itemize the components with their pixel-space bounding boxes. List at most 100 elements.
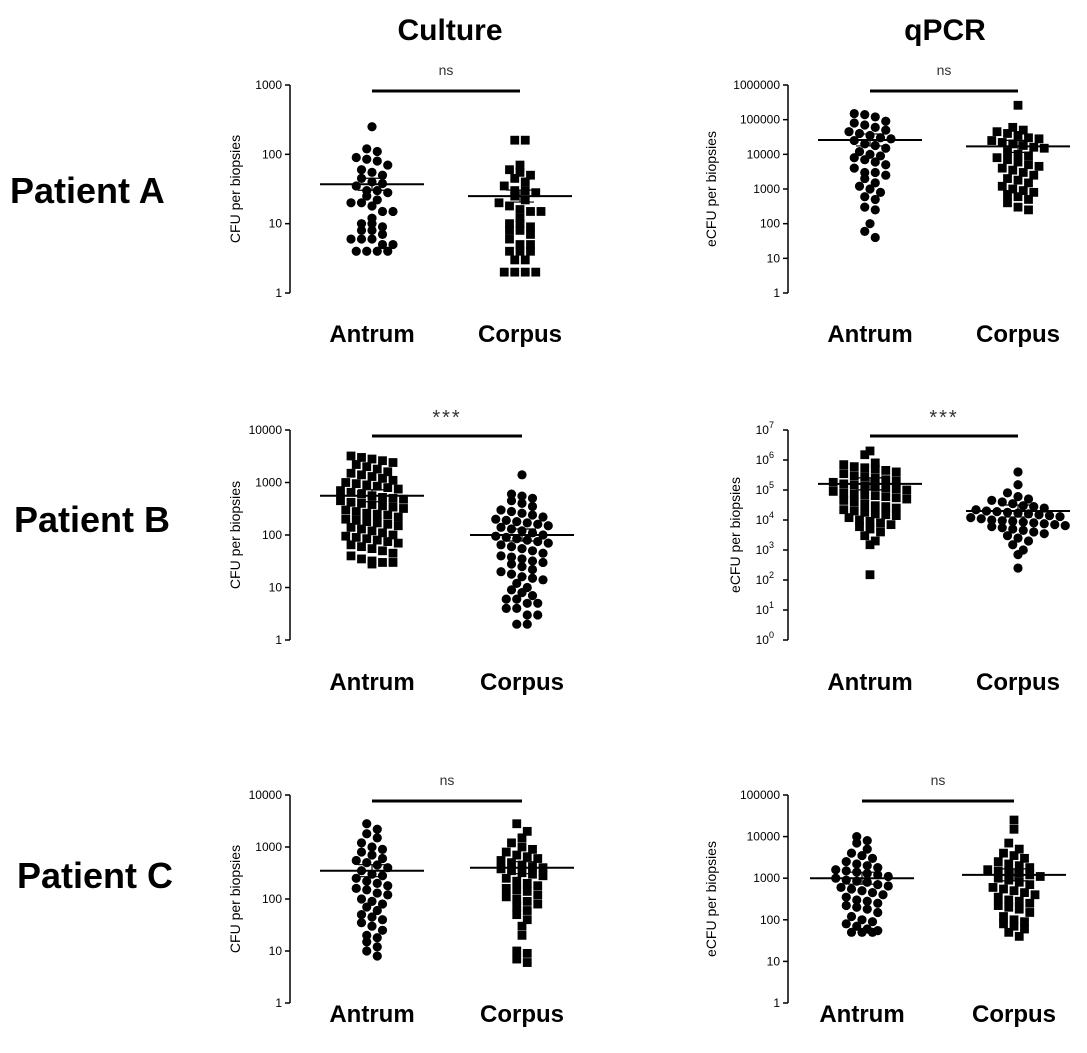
data-point <box>881 160 891 170</box>
data-point <box>378 528 387 538</box>
data-point <box>356 234 367 244</box>
category-label-antrum: Antrum <box>329 1001 414 1028</box>
data-point <box>1025 880 1035 890</box>
y-axis-label: eCFU per biopsies <box>727 477 743 593</box>
data-point <box>341 478 351 487</box>
data-point <box>870 491 880 501</box>
data-point <box>367 921 377 931</box>
y-tick-label: 10 <box>767 251 781 265</box>
y-tick-label: 10 <box>269 944 283 958</box>
data-point <box>372 156 382 166</box>
data-point <box>527 564 538 575</box>
category-label-antrum: Antrum <box>827 669 912 696</box>
data-point <box>828 486 838 496</box>
chart-panel-3: 1 10 100 1000 10000 CFU per biopsies *** Antrum… <box>227 407 574 696</box>
data-point <box>512 578 522 588</box>
y-tick-exponent: 4 <box>769 510 774 520</box>
data-point <box>517 554 527 564</box>
data-point <box>881 492 891 502</box>
data-point <box>356 894 367 904</box>
data-point <box>860 450 870 460</box>
data-point <box>1003 129 1012 138</box>
data-point <box>992 153 1002 163</box>
data-point <box>846 884 857 894</box>
data-point <box>377 853 388 864</box>
y-tick-label: 106 <box>756 450 774 467</box>
y-tick-label: 10000 <box>747 830 781 844</box>
category-label-antrum: Antrum <box>329 669 414 696</box>
data-point <box>997 163 1007 173</box>
data-point <box>1004 859 1014 869</box>
data-point <box>399 504 408 513</box>
data-point <box>870 458 880 468</box>
data-point <box>1013 192 1023 202</box>
data-point <box>1008 165 1018 175</box>
data-point <box>388 558 398 567</box>
row-label-patient-a: Patient A <box>10 170 165 211</box>
data-point <box>346 522 356 532</box>
data-point <box>999 919 1008 929</box>
data-point <box>1014 861 1024 871</box>
data-point <box>367 559 377 569</box>
data-point <box>377 222 388 232</box>
data-point <box>1004 867 1014 877</box>
y-tick-label: 100 <box>262 147 282 161</box>
data-point <box>505 165 514 175</box>
data-point <box>496 540 506 550</box>
data-point <box>377 844 388 854</box>
data-point <box>849 462 859 472</box>
data-point <box>512 850 522 860</box>
data-point <box>538 557 548 568</box>
data-point <box>527 546 538 556</box>
data-point <box>1013 131 1023 140</box>
data-point <box>881 143 891 153</box>
data-point <box>522 852 532 862</box>
data-point <box>862 861 872 871</box>
data-point <box>515 219 525 229</box>
data-point <box>506 496 517 506</box>
data-point <box>526 240 535 249</box>
category-label-antrum: Antrum <box>819 1001 904 1028</box>
data-point <box>1034 510 1044 520</box>
data-point <box>983 865 993 875</box>
data-point <box>517 572 527 582</box>
data-point <box>522 878 532 888</box>
data-point <box>356 847 367 857</box>
y-tick-label: 1000 <box>255 476 282 490</box>
data-point <box>362 858 372 868</box>
data-point <box>393 538 403 548</box>
y-tick-label: 1000 <box>753 182 780 196</box>
data-point <box>351 883 361 893</box>
data-point <box>1018 525 1028 536</box>
data-point <box>336 486 345 496</box>
chart-panel-2: 1 10 100 1000 10000 100000 1000000 eCFU per bio… <box>703 62 1070 348</box>
data-point <box>857 915 867 925</box>
data-point <box>1020 888 1029 898</box>
data-point <box>1008 499 1018 509</box>
data-point <box>372 518 382 528</box>
data-point <box>1013 149 1023 159</box>
data-point <box>510 173 520 183</box>
data-point <box>1003 174 1012 183</box>
data-point <box>1009 886 1019 896</box>
data-point <box>860 463 870 473</box>
data-point <box>496 522 506 532</box>
y-axis-label: CFU per biopsies <box>227 481 243 589</box>
y-tick-label: 10000 <box>249 788 283 802</box>
data-point <box>865 570 875 580</box>
data-point <box>362 937 372 947</box>
data-point <box>357 524 366 534</box>
y-tick-label: 1 <box>275 633 282 647</box>
data-point <box>383 467 393 477</box>
data-point <box>1003 198 1012 208</box>
category-label-corpus: Corpus <box>478 321 562 348</box>
data-point <box>388 530 398 540</box>
data-point <box>857 927 867 937</box>
data-point <box>505 225 514 235</box>
data-point <box>505 201 514 211</box>
data-point <box>505 219 514 229</box>
significance-label: ns <box>931 772 946 788</box>
data-point <box>1009 824 1019 834</box>
data-point <box>902 494 912 504</box>
y-tick-label: 104 <box>756 510 774 527</box>
